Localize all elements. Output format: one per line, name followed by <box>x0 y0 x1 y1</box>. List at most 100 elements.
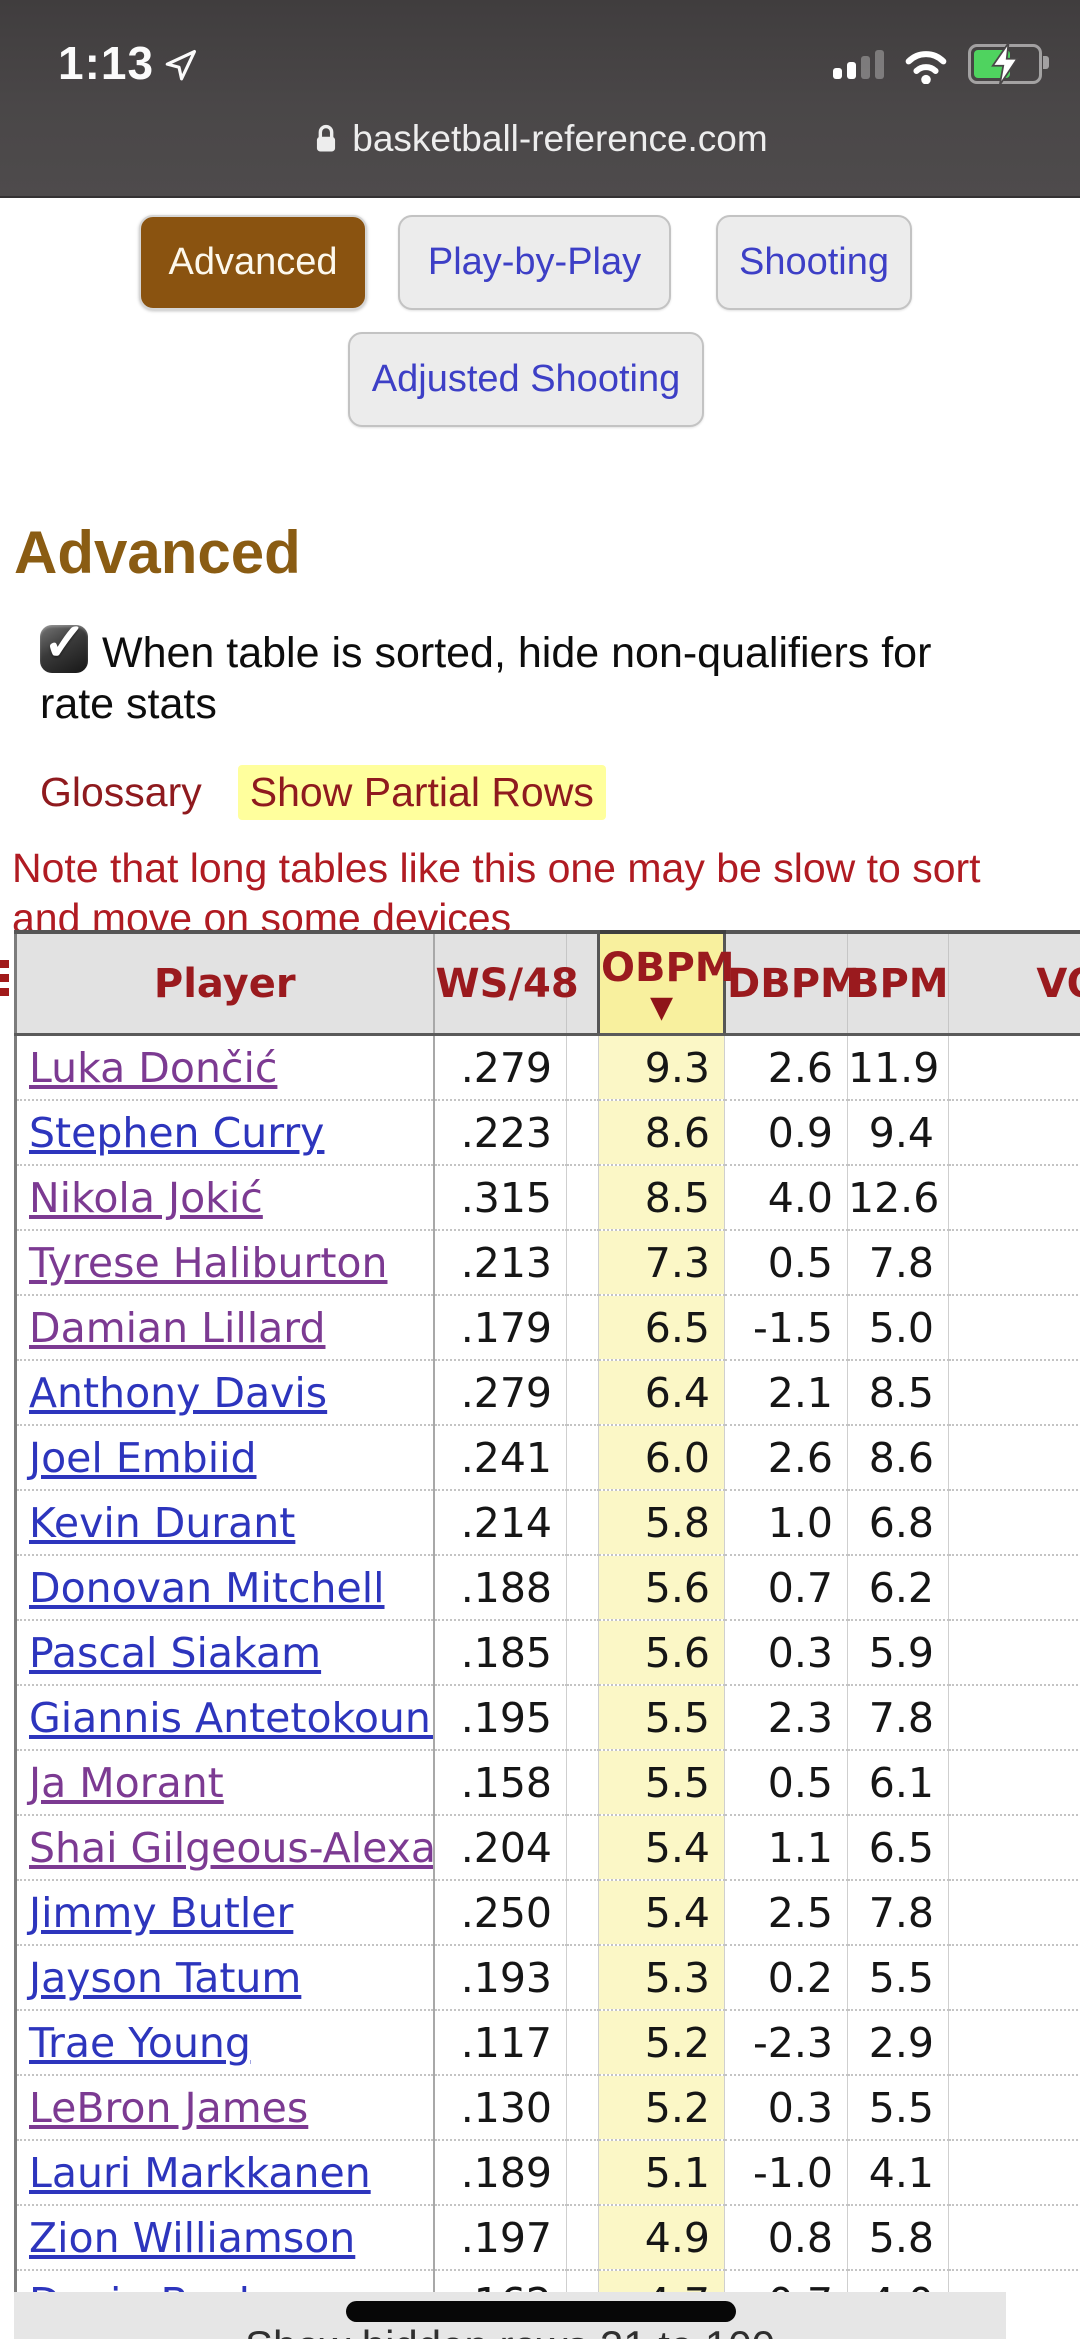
stat-cell-obpm: 5.2 <box>598 2075 725 2141</box>
stat-cell-bpm: 7.8 <box>847 1685 949 1751</box>
show-partial-rows-link[interactable]: Show Partial Rows <box>237 765 606 820</box>
stat-cell-ws48: .279 <box>433 1034 567 1101</box>
player-link[interactable]: Giannis Antetokounmpo <box>29 1693 432 1742</box>
player-link[interactable]: LeBron James <box>29 2083 309 2132</box>
player-link[interactable]: Jimmy Butler <box>29 1888 294 1937</box>
player-cell: Tyrese Haliburton <box>14 1230 435 1296</box>
spacer-cell <box>566 1620 599 1686</box>
stat-cell-ws48: .158 <box>433 1750 567 1816</box>
stat-cell-bpm: 5.0 <box>847 1295 949 1361</box>
horizontal-scrollbar[interactable] <box>346 2301 736 2322</box>
table-row: Jimmy Butler .250 5.4 2.5 7.8 2.0 <box>14 1880 1080 1946</box>
spacer-cell <box>566 2075 599 2141</box>
player-link[interactable]: Luka Dončić <box>29 1043 278 1092</box>
stat-cell-dbpm: 2.6 <box>724 1034 848 1101</box>
tab-shooting[interactable]: Shooting <box>716 215 912 310</box>
player-link[interactable]: Ja Morant <box>29 1758 224 1807</box>
stat-cell-dbpm: 2.1 <box>724 1360 848 1426</box>
stat-cell-ws48: .250 <box>433 1880 567 1946</box>
battery-charging-icon <box>968 43 1049 85</box>
player-link[interactable]: Tyrese Haliburton <box>29 1238 388 1287</box>
stat-cell-obpm: 8.6 <box>598 1100 725 1166</box>
player-link[interactable]: Zion Williamson <box>29 2213 356 2262</box>
stat-cell-vorp: 2.5 <box>948 1815 1080 1881</box>
player-link[interactable]: Anthony Davis <box>29 1368 328 1417</box>
stat-cell-vorp: 2.5 <box>948 1555 1080 1621</box>
stat-cell-dbpm: 1.0 <box>724 1490 848 1556</box>
stat-cell-ws48: .162 <box>433 2270 567 2292</box>
stat-cell-vorp: 1.4 <box>948 2010 1080 2076</box>
spacer-cell <box>566 2140 599 2206</box>
spacer-cell <box>566 2010 599 2076</box>
stat-cell-obpm: 9.3 <box>598 1034 725 1101</box>
player-cell: Anthony Davis <box>14 1360 435 1426</box>
table-row: Anthony Davis .279 6.4 2.1 8.5 2.2 <box>14 1360 1080 1426</box>
table-row: Nikola Jokić .315 8.5 4.0 12.6 4.1 <box>14 1165 1080 1231</box>
player-cell: Pascal Siakam <box>14 1620 435 1686</box>
tab-advanced[interactable]: Advanced <box>139 215 367 310</box>
player-link[interactable]: Jayson Tatum <box>29 1953 302 2002</box>
tab-adjusted-shooting[interactable]: Adjusted Shooting <box>348 332 704 427</box>
stat-cell-bpm: 6.8 <box>847 1490 949 1556</box>
tab-play-by-play-label: Play-by-Play <box>427 241 642 283</box>
player-link[interactable]: Donovan Mitchell <box>29 1563 385 1612</box>
table-row: LeBron James .130 5.2 0.3 5.5 1.9 <box>14 2075 1080 2141</box>
table-footer: Show hidden rows 21 to 100 <box>14 2292 1006 2339</box>
player-link[interactable]: Kevin Durant <box>29 1498 296 1547</box>
stat-cell-vorp: 2.0 <box>948 1880 1080 1946</box>
glossary-link[interactable]: Glossary <box>40 769 202 815</box>
column-header-bpm[interactable]: BPM <box>847 930 949 1036</box>
stat-cell-dbpm: 4.0 <box>724 1165 848 1231</box>
column-header-obpm-sorted[interactable]: OBPM ▼ <box>597 930 735 1036</box>
stat-cell-ws48: .204 <box>433 1815 567 1881</box>
stat-cell-vorp: 2.2 <box>948 1360 1080 1426</box>
stat-cell-dbpm: -1.0 <box>724 2140 848 2206</box>
player-cell: Giannis Antetokounmpo <box>14 1685 435 1751</box>
spacer-cell <box>566 1100 599 1166</box>
table-row: Ja Morant .158 5.5 0.5 6.1 2.1 <box>14 1750 1080 1816</box>
page-title: Advanced <box>14 519 301 586</box>
stat-cell-dbpm: 2.6 <box>724 1425 848 1491</box>
hide-non-qualifiers-checkbox[interactable]: ✓ <box>40 614 88 673</box>
tab-play-by-play[interactable]: Play-by-Play <box>398 215 671 310</box>
player-link[interactable]: Stephen Curry <box>29 1108 325 1157</box>
player-link[interactable]: Devin Booker <box>29 2279 303 2293</box>
stat-cell-vorp: 1.9 <box>948 1620 1080 1686</box>
player-cell: Joel Embiid <box>14 1425 435 1491</box>
player-cell: Lauri Markkanen <box>14 2140 435 2206</box>
player-cell: Jayson Tatum <box>14 1945 435 2011</box>
column-header-ws48[interactable]: WS/48 <box>433 930 579 1036</box>
column-header-vorp[interactable]: VORP <box>948 930 1080 1036</box>
column-header-player[interactable]: Player <box>14 930 435 1036</box>
stat-cell-bpm: 4.1 <box>847 2140 949 2206</box>
player-link[interactable]: Pascal Siakam <box>29 1628 322 1677</box>
table-row: Damian Lillard .179 6.5 -1.5 5.0 1.4 <box>14 1295 1080 1361</box>
stat-cell-dbpm: 0.5 <box>724 1750 848 1816</box>
checkbox-label: When table is sorted, hide non-qualifier… <box>40 629 932 728</box>
stat-cell-vorp: 2.8 <box>948 1490 1080 1556</box>
player-link[interactable]: Nikola Jokić <box>29 1173 263 1222</box>
stat-cell-ws48: .188 <box>433 1555 567 1621</box>
spacer-cell <box>566 1685 599 1751</box>
player-link[interactable]: Joel Embiid <box>29 1433 257 1482</box>
player-link[interactable]: Trae Young <box>29 2018 251 2067</box>
player-link[interactable]: Shai Gilgeous-Alexander <box>29 1823 432 1872</box>
spacer-cell <box>566 1165 599 1231</box>
player-link[interactable]: Lauri Markkanen <box>29 2148 371 2197</box>
stat-cell-bpm: 6.5 <box>847 1815 949 1881</box>
stat-cell-dbpm: 0.7 <box>724 1555 848 1621</box>
spacer-cell <box>566 2205 599 2271</box>
stat-cell-dbpm: -1.5 <box>724 1295 848 1361</box>
stat-cell-vorp: 1.9 <box>948 2075 1080 2141</box>
show-hidden-rows-toggle[interactable]: Show hidden rows 21 to 100 <box>14 2322 1006 2339</box>
stat-cell-obpm: 6.0 <box>598 1425 725 1491</box>
table-row: Stephen Curry .223 8.6 0.9 9.4 2.6 <box>14 1100 1080 1166</box>
column-header-dbpm[interactable]: DBPM <box>724 930 860 1036</box>
table-row: Lauri Markkanen .189 5.1 -1.0 4.1 1.9 <box>14 2140 1080 2206</box>
stat-cell-dbpm: -2.3 <box>724 2010 848 2076</box>
stat-cell-ws48: .195 <box>433 1685 567 1751</box>
address-bar[interactable]: basketball-reference.com <box>0 118 1080 161</box>
player-link[interactable]: Damian Lillard <box>29 1303 326 1352</box>
stat-cell-bpm: 6.2 <box>847 1555 949 1621</box>
table-row: Joel Embiid .241 6.0 2.6 8.6 2.5 <box>14 1425 1080 1491</box>
